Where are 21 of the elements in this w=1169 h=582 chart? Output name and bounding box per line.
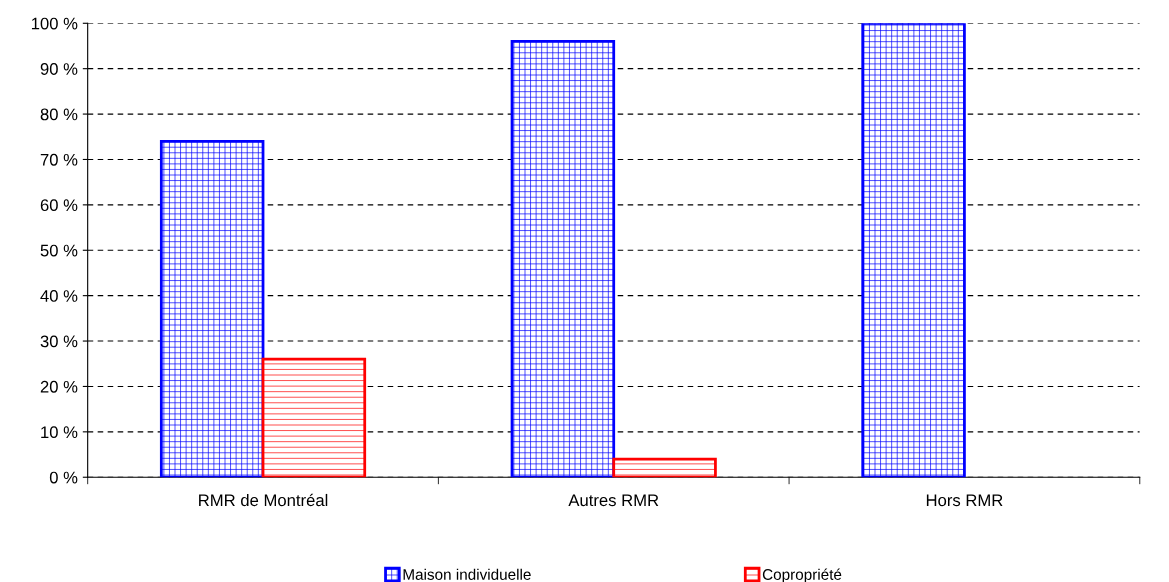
y-tick-label: 20 %: [40, 380, 78, 393]
y-tick-label: 90 %: [40, 63, 78, 75]
y-tick-label: 50 %: [40, 244, 78, 257]
y-tick-label: 30 %: [40, 335, 78, 348]
x-tick-label: RMR de Montréal: [199, 493, 328, 507]
legend-label: Copropriété: [762, 568, 842, 582]
y-tick-label: 0 %: [49, 471, 78, 484]
y-tick-label: 40 %: [40, 290, 78, 302]
y-tick-label: 80 %: [40, 108, 78, 121]
x-tick-label: Autres RMR: [568, 494, 659, 507]
y-tick-label: 70 %: [40, 153, 78, 166]
bar: [861, 23, 966, 478]
bar: [261, 357, 367, 478]
legend-label: Maison individuelle: [403, 568, 531, 580]
y-tick-label: 60 %: [40, 199, 78, 212]
y-tick-label: 10 %: [41, 426, 78, 439]
bar: [510, 40, 616, 478]
bar: [612, 457, 717, 478]
x-tick-label: Hors RMR: [926, 494, 1003, 507]
bar: [159, 139, 265, 478]
y-tick-label: 100 %: [31, 17, 78, 30]
